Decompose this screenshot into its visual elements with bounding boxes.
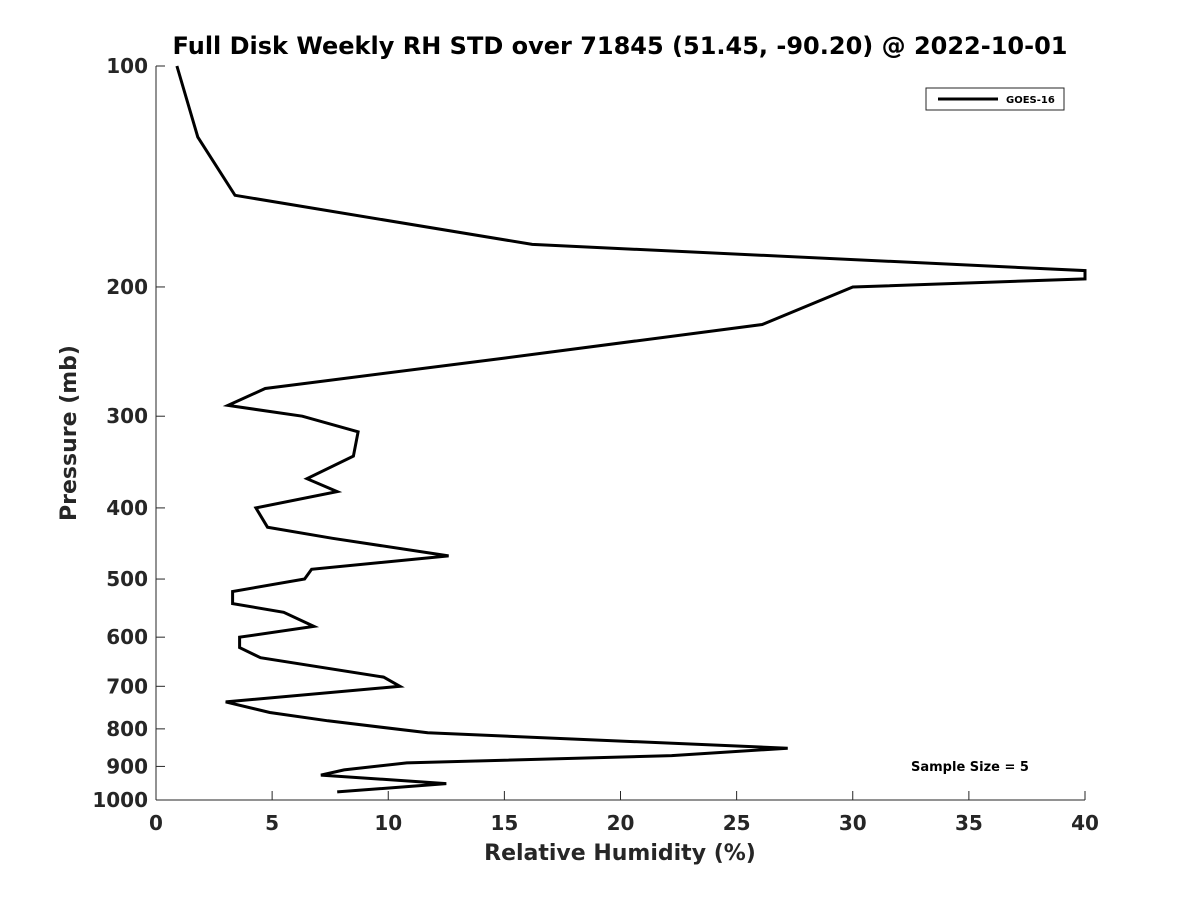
y-tick-label: 800 [106, 717, 148, 741]
x-axis-label: Relative Humidity (%) [484, 841, 756, 866]
x-tick-label: 20 [607, 811, 635, 835]
series-layer [175, 65, 1087, 794]
legend: GOES-16 [925, 87, 1065, 111]
y-axis-ticks: 100 200 300 400 500 600 700 800 900 1000 [92, 54, 165, 812]
x-tick-label: 30 [839, 811, 867, 835]
x-axis-ticks: 0 5 10 15 20 25 30 35 40 [149, 791, 1099, 835]
y-tick-label: 300 [106, 404, 148, 428]
y-tick-label: 100 [106, 54, 148, 78]
x-tick-label: 25 [723, 811, 751, 835]
y-tick-label: 1000 [92, 788, 148, 812]
x-tick-label: 35 [955, 811, 983, 835]
y-tick-label: 700 [106, 674, 148, 698]
x-tick-label: 5 [265, 811, 279, 835]
y-tick-label: 600 [106, 625, 148, 649]
y-tick-label: 400 [106, 496, 148, 520]
y-axis-label: Pressure (mb) [57, 345, 82, 521]
y-tick-label: 900 [106, 754, 148, 778]
x-tick-label: 0 [149, 811, 163, 835]
x-tick-label: 10 [374, 811, 402, 835]
y-tick-label: 500 [106, 567, 148, 591]
x-tick-label: 15 [490, 811, 518, 835]
plot-area [156, 66, 1085, 800]
legend-label-goes16: GOES-16 [1006, 95, 1055, 106]
sample-size-annotation: Sample Size = 5 [911, 760, 1029, 775]
y-tick-label: 200 [106, 275, 148, 299]
series-line-goes-16 [175, 65, 1087, 794]
chart-title: Full Disk Weekly RH STD over 71845 (51.4… [173, 32, 1068, 60]
x-tick-label: 40 [1071, 811, 1099, 835]
